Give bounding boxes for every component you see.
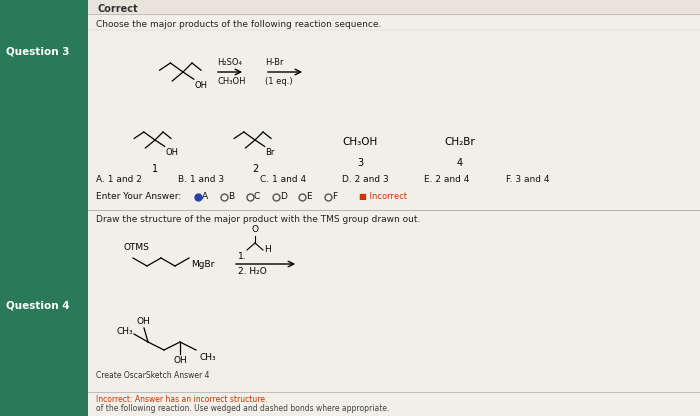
Text: Choose the major products of the following reaction sequence.: Choose the major products of the followi…	[96, 20, 382, 29]
Text: 1: 1	[152, 164, 158, 174]
Bar	[0, 0, 88, 416]
Text: 4: 4	[457, 158, 463, 168]
Text: CH₂Br: CH₂Br	[444, 137, 475, 147]
Text: OH: OH	[195, 81, 208, 90]
Text: H: H	[264, 245, 271, 253]
Text: B. 1 and 3: B. 1 and 3	[178, 175, 224, 184]
Text: A: A	[202, 192, 208, 201]
Text: H-Br: H-Br	[265, 58, 284, 67]
Text: OTMS: OTMS	[123, 243, 149, 253]
Text: H₂SO₄: H₂SO₄	[217, 58, 242, 67]
Text: Question 3: Question 3	[6, 47, 69, 57]
Text: 2. H₂O: 2. H₂O	[238, 267, 267, 276]
Bar	[88, 0, 700, 416]
Text: Incorrect: Answer has an incorrect structure.: Incorrect: Answer has an incorrect struc…	[96, 395, 267, 404]
Text: Correct: Correct	[98, 4, 139, 14]
Text: D: D	[280, 192, 287, 201]
Text: A. 1 and 2: A. 1 and 2	[96, 175, 142, 184]
Text: of the following reaction. Use wedged and dashed bonds where appropriate.: of the following reaction. Use wedged an…	[96, 404, 389, 413]
Text: (1 eq.): (1 eq.)	[265, 77, 293, 86]
Text: 1.: 1.	[238, 252, 246, 261]
Text: F: F	[332, 192, 337, 201]
Bar	[88, 0, 700, 14]
Text: Br: Br	[265, 148, 275, 157]
Text: CH₃: CH₃	[116, 327, 133, 337]
Text: O: O	[251, 225, 258, 234]
Text: 3: 3	[357, 158, 363, 168]
Text: Enter Your Answer:: Enter Your Answer:	[96, 192, 181, 201]
Text: C: C	[254, 192, 260, 201]
Text: OH: OH	[173, 356, 187, 365]
Text: CH₃OH: CH₃OH	[217, 77, 246, 86]
Text: OH: OH	[136, 317, 150, 326]
Text: 2: 2	[252, 164, 258, 174]
Text: C. 1 and 4: C. 1 and 4	[260, 175, 306, 184]
Text: D. 2 and 3: D. 2 and 3	[342, 175, 389, 184]
Text: CH₃OH: CH₃OH	[342, 137, 377, 147]
Text: F. 3 and 4: F. 3 and 4	[506, 175, 550, 184]
Text: Draw the structure of the major product with the TMS group drawn out.: Draw the structure of the major product …	[96, 215, 421, 224]
Text: ■ Incorrect: ■ Incorrect	[359, 192, 407, 201]
Text: MgBr: MgBr	[191, 260, 214, 269]
Text: Question 4: Question 4	[6, 300, 69, 310]
Text: E: E	[306, 192, 312, 201]
Text: CH₃: CH₃	[200, 353, 216, 362]
Text: E. 2 and 4: E. 2 and 4	[424, 175, 470, 184]
Text: OH: OH	[165, 148, 178, 157]
Text: Create OscarSketch Answer 4: Create OscarSketch Answer 4	[96, 371, 209, 380]
Text: B: B	[228, 192, 234, 201]
